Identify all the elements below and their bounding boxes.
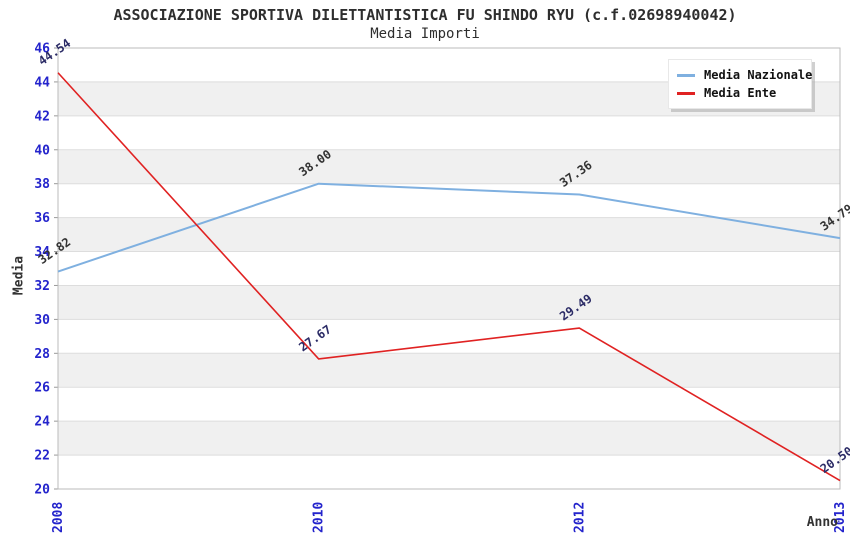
grid-band [58,149,840,184]
grid-band [58,217,840,252]
x-tick-label: 2012 [572,502,587,533]
data-point-label: 27.67 [296,322,334,354]
y-tick-label: 20 [34,483,50,498]
y-tick-label: 26 [34,381,50,396]
legend-line-swatch-blue [677,73,695,77]
legend-label: Media Nazionale [704,68,813,82]
grid-band [58,285,840,320]
y-tick-label: 38 [34,177,50,192]
y-tick-label: 40 [34,143,50,158]
grid-band [58,353,840,388]
y-tick-label: 42 [34,109,50,124]
legend-line-swatch-red [677,91,695,95]
legend-label: Media Ente [704,86,777,100]
x-tick-label: 2010 [312,502,327,533]
y-tick-label: 34 [34,245,50,260]
legend-item-media-nazionale: Media Nazionale [677,66,812,84]
series-line-media-nazionale [57,182,841,273]
y-axis-title: Media [11,255,27,296]
plot-border [57,47,841,490]
y-tick-label: 44 [34,75,50,90]
chart-subtitle: Media Importi [370,26,480,42]
x-tick-label: 2013 [833,502,848,533]
y-tick-label: 36 [34,211,50,226]
grid-band [58,421,840,456]
y-tick-label: 30 [34,313,50,328]
y-tick-label: 28 [34,347,50,362]
x-axis-title: Anno [806,515,838,530]
chart-title: ASSOCIAZIONE SPORTIVA DILETTANTISTICA FU… [113,6,737,24]
y-tick-label: 24 [34,415,50,430]
legend-box: Media Nazionale Media Ente [668,59,812,109]
legend-item-media-ente: Media Ente [677,84,803,102]
x-tick-label: 2008 [51,502,66,533]
y-tick-label: 32 [34,279,50,294]
series-line-media-ente [57,72,841,482]
y-tick-label: 22 [34,449,50,464]
y-tick-label: 46 [34,42,50,57]
